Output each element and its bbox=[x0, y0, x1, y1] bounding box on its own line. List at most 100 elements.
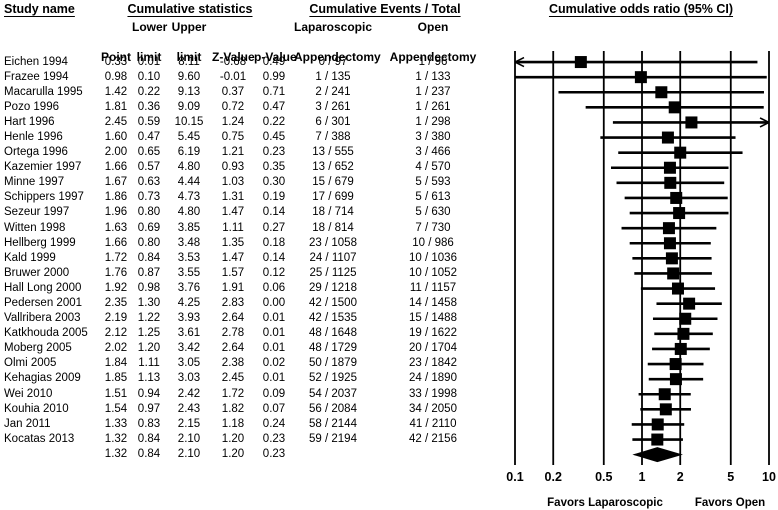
open-events: 5 / 593 bbox=[415, 176, 451, 189]
upper-limit: 4.25 bbox=[177, 297, 201, 309]
z-value: 1.31 bbox=[221, 191, 245, 204]
study-name: Kehagias 2009 bbox=[4, 372, 81, 385]
study-table: Eichen 1994 0.33 0.01 8.11 -0.68 0.49 0 … bbox=[0, 55, 500, 463]
upper-limit: 2.43 bbox=[177, 402, 201, 415]
upper-limit: 2.10 bbox=[177, 447, 201, 460]
lower-limit: 1.25 bbox=[137, 327, 161, 340]
upper-limit: 5.45 bbox=[177, 130, 201, 143]
point-estimate: 1.96 bbox=[104, 206, 128, 219]
study-name: Kouhia 2010 bbox=[4, 402, 69, 415]
table-row: Sezeur 1997 1.96 0.80 4.80 1.47 0.14 18 … bbox=[0, 205, 500, 220]
point-estimate-square bbox=[661, 131, 674, 144]
study-name: Hellberg 1999 bbox=[4, 236, 76, 249]
lower-limit: 1.13 bbox=[137, 372, 161, 385]
laparoscopic-events: 6 / 301 bbox=[315, 115, 351, 128]
upper-limit: 4.44 bbox=[177, 176, 201, 189]
p-value: 0.01 bbox=[262, 342, 286, 355]
point-estimate: 1.32 bbox=[104, 447, 128, 460]
table-row: Kocatas 2013 1.32 0.84 2.10 1.20 0.23 59… bbox=[0, 432, 500, 447]
table-row: Macarulla 1995 1.42 0.22 9.13 0.37 0.71 … bbox=[0, 85, 500, 100]
lower-limit: 0.84 bbox=[137, 432, 161, 445]
upper-limit-header-bot: limit bbox=[176, 50, 202, 65]
table-row: Eichen 1994 0.33 0.01 8.11 -0.68 0.49 0 … bbox=[0, 55, 500, 70]
study-name: Kald 1999 bbox=[4, 251, 56, 264]
z-value: 2.64 bbox=[221, 312, 245, 325]
table-row: Vallribera 2003 2.19 1.22 3.93 2.64 0.01… bbox=[0, 311, 500, 326]
laparoscopic-events: 1 / 135 bbox=[315, 70, 351, 83]
z-value: 0.75 bbox=[221, 130, 245, 143]
point-estimate-square bbox=[658, 388, 671, 401]
laparoscopic-events: 2 / 241 bbox=[315, 85, 351, 98]
p-value: 0.30 bbox=[262, 176, 286, 189]
point-estimate-square bbox=[634, 71, 647, 84]
upper-limit: 3.85 bbox=[177, 221, 201, 234]
lower-limit: 0.36 bbox=[137, 100, 161, 113]
point-estimate: 1.81 bbox=[104, 100, 128, 113]
lower-limit: 1.20 bbox=[137, 342, 161, 355]
laparoscopic-events: 50 / 1879 bbox=[309, 357, 357, 370]
open-events: 34 / 2050 bbox=[409, 402, 457, 415]
upper-limit: 4.80 bbox=[177, 206, 201, 219]
study-name: Katkhouda 2005 bbox=[4, 327, 88, 340]
table-row: Kehagias 2009 1.85 1.13 3.03 2.45 0.01 5… bbox=[0, 371, 500, 386]
point-estimate: 0.98 bbox=[104, 70, 128, 83]
upper-limit: 3.48 bbox=[177, 236, 201, 249]
point-estimate-square bbox=[683, 297, 696, 310]
table-row: Hellberg 1999 1.66 0.80 3.48 1.35 0.18 2… bbox=[0, 236, 500, 251]
laparoscopic-events: 42 / 1500 bbox=[309, 297, 357, 309]
study-name: Wei 2010 bbox=[4, 387, 53, 400]
favors-laparoscopic-label: Favors Laparoscopic bbox=[547, 497, 663, 509]
z-value: 1.03 bbox=[221, 176, 245, 189]
table-row: 1.32 0.84 2.10 1.20 0.23 bbox=[0, 447, 500, 462]
axis-tick-label: 5 bbox=[727, 470, 734, 484]
z-value: 1.91 bbox=[221, 281, 245, 294]
lower-limit: 0.80 bbox=[137, 206, 161, 219]
point-estimate: 1.66 bbox=[104, 161, 128, 174]
z-value: 1.57 bbox=[221, 266, 245, 279]
point-estimate-square bbox=[670, 191, 683, 204]
z-value: 1.35 bbox=[221, 236, 245, 249]
p-value: 0.01 bbox=[262, 372, 286, 385]
laparoscopic-events: 13 / 555 bbox=[312, 146, 354, 159]
z-value: 1.18 bbox=[221, 417, 245, 430]
point-estimate: 1.32 bbox=[104, 432, 128, 445]
point-estimate-square bbox=[677, 327, 690, 340]
study-name: Henle 1996 bbox=[4, 130, 63, 143]
study-name: Hart 1996 bbox=[4, 115, 55, 128]
axis-tick-label: 0.5 bbox=[595, 470, 612, 484]
point-estimate-square bbox=[663, 161, 676, 174]
p-value: 0.01 bbox=[262, 327, 286, 340]
laparoscopic-events: 3 / 261 bbox=[315, 100, 351, 113]
open-events: 10 / 1036 bbox=[409, 251, 457, 264]
laparoscopic-events: 0 / 97 bbox=[318, 55, 348, 68]
point-estimate-square bbox=[673, 207, 686, 220]
point-estimate-square bbox=[685, 116, 698, 129]
lower-limit: 0.63 bbox=[137, 176, 161, 189]
laparoscopic-events: 48 / 1729 bbox=[309, 342, 357, 355]
table-row: Pedersen 2001 2.35 1.30 4.25 2.83 0.00 4… bbox=[0, 296, 500, 311]
p-value: 0.23 bbox=[262, 447, 286, 460]
p-value: 0.14 bbox=[262, 251, 286, 264]
upper-limit-header-top: Upper bbox=[171, 20, 207, 34]
z-value: 1.47 bbox=[221, 206, 245, 219]
table-row: Jan 2011 1.33 0.83 2.15 1.18 0.24 58 / 2… bbox=[0, 417, 500, 432]
table-row: Witten 1998 1.63 0.69 3.85 1.11 0.27 18 … bbox=[0, 221, 500, 236]
z-value: 1.47 bbox=[221, 251, 245, 264]
table-row: Kouhia 2010 1.54 0.97 2.43 1.82 0.07 56 … bbox=[0, 402, 500, 417]
open-events: 10 / 1052 bbox=[409, 266, 457, 279]
open-events: 10 / 986 bbox=[412, 236, 454, 249]
p-value: 0.47 bbox=[262, 100, 286, 113]
point-estimate-square bbox=[667, 267, 680, 280]
point-estimate-square bbox=[669, 358, 682, 371]
cumulative-events-header: Cumulative Events / Total bbox=[309, 2, 461, 16]
study-name: Schippers 1997 bbox=[4, 191, 84, 204]
upper-limit: 3.76 bbox=[177, 281, 201, 294]
study-name: Ortega 1996 bbox=[4, 146, 68, 159]
point-estimate: 1.63 bbox=[104, 221, 128, 234]
table-row: Bruwer 2000 1.76 0.87 3.55 1.57 0.12 25 … bbox=[0, 266, 500, 281]
lower-limit: 0.65 bbox=[137, 146, 161, 159]
upper-limit: 3.55 bbox=[177, 266, 201, 279]
open-events: 3 / 380 bbox=[415, 130, 451, 143]
lower-limit: 0.57 bbox=[137, 161, 161, 174]
point-estimate-square bbox=[663, 237, 676, 250]
